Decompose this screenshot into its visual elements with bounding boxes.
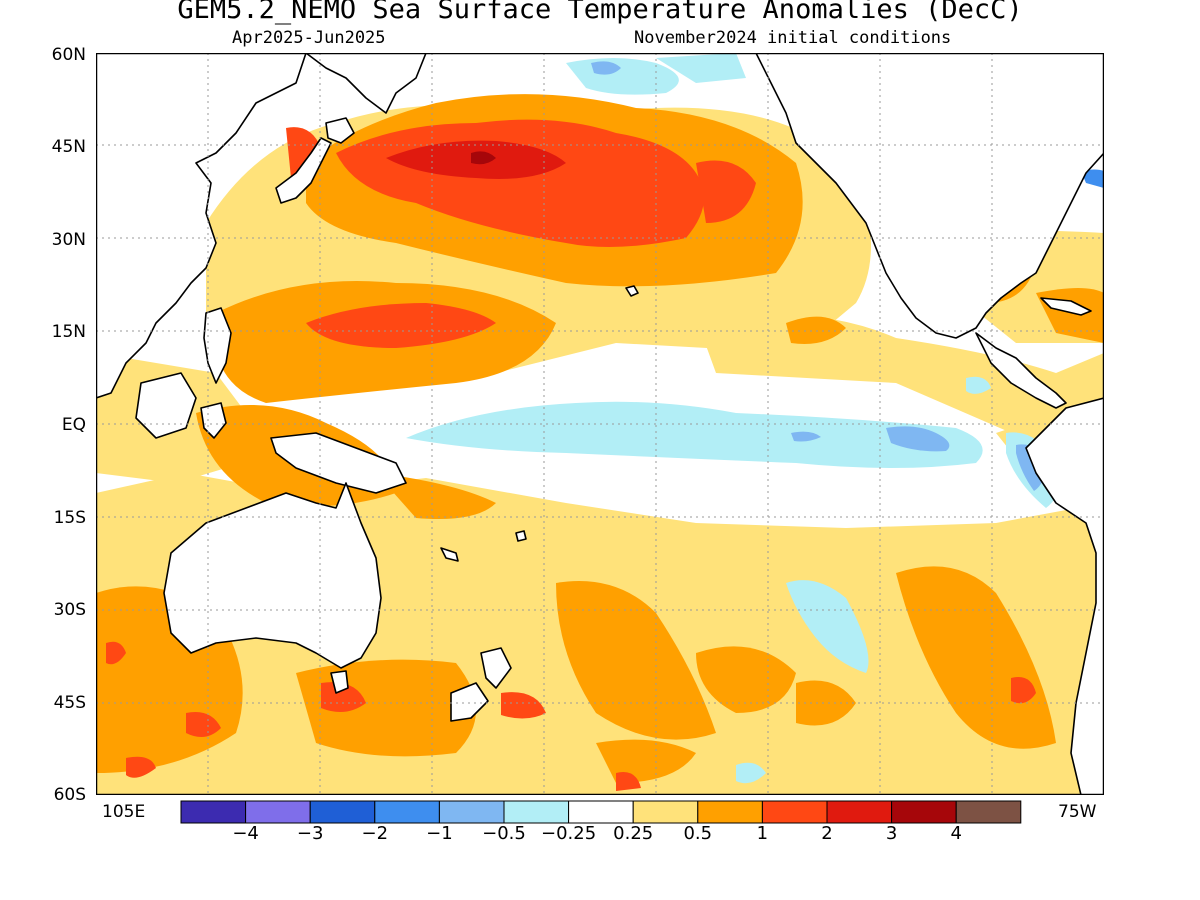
land-south-america	[1025, 397, 1104, 795]
lat-label-45n: 45N	[51, 137, 86, 157]
lon-label-east: 75W	[1058, 802, 1097, 822]
colorbar-tick-label: 3	[885, 823, 898, 844]
land-hawaii	[625, 285, 639, 297]
land-caribbean	[1040, 297, 1092, 316]
colorbar-swatch	[826, 800, 893, 824]
land-central-america	[975, 332, 1067, 409]
sst-anomaly-map	[96, 53, 1104, 795]
colorbar-swatch	[955, 800, 1022, 824]
land-sulawesi	[200, 402, 227, 439]
colorbar-swatch	[761, 800, 828, 824]
land-tasmania	[330, 670, 349, 694]
land-newguinea	[270, 432, 407, 494]
lat-label-60s: 60S	[53, 785, 86, 805]
colorbar-swatch	[891, 800, 957, 824]
map-title: GEM5.2_NEMO Sea Surface Temperature Anom…	[177, 0, 1023, 25]
colorbar	[180, 800, 1022, 824]
anomaly-layer-lightblue	[591, 61, 1046, 491]
colorbar-tick-label: 0.5	[683, 823, 713, 844]
lat-label-eq: EQ	[61, 415, 86, 435]
graticule	[96, 53, 1104, 795]
anomaly-layer-deepred	[471, 151, 496, 165]
colorbar-tick-label: −1	[426, 823, 453, 844]
land-newcaledonia	[440, 547, 459, 562]
land-nz-south	[450, 682, 489, 722]
map-canvas	[96, 53, 1104, 795]
colorbar-swatch	[632, 800, 699, 824]
colorbar-swatch	[438, 800, 505, 824]
land-philippines	[203, 307, 232, 384]
colorbar-tick-label: −0.25	[541, 823, 597, 844]
land-fiji	[515, 530, 527, 542]
lat-label-15s: 15S	[53, 508, 86, 528]
colorbar-tick-label: 4	[950, 823, 962, 844]
land-japan	[275, 137, 332, 204]
lat-label-30s: 30S	[53, 600, 86, 620]
land-borneo	[135, 372, 197, 439]
forecast-period: Apr2025-Jun2025	[232, 28, 386, 48]
land-kamchatka	[305, 53, 427, 114]
anomaly-layer-blue	[1081, 169, 1104, 188]
colorbar-swatch	[697, 800, 763, 824]
land-asia	[96, 53, 307, 399]
colorbar-tick-label: −2	[361, 823, 389, 844]
lat-label-30n: 30N	[51, 230, 86, 250]
colorbar-swatch	[309, 800, 376, 824]
lon-label-west: 105E	[102, 802, 146, 822]
colorbar-tick-label: −0.5	[482, 823, 526, 844]
colorbar-tick-label: 2	[821, 823, 833, 844]
land-hokkaido	[325, 117, 355, 144]
colorbar-swatch	[245, 800, 311, 824]
lat-label-60n: 60N	[51, 45, 86, 65]
land-australia	[163, 482, 382, 669]
colorbar-tick-label: 1	[756, 823, 769, 844]
colorbar-tick-label: −4	[232, 823, 259, 844]
coastlines	[96, 53, 1104, 795]
colorbar-tick-label: −3	[296, 823, 324, 844]
colorbar-swatch	[503, 800, 570, 824]
colorbar-swatch	[568, 800, 634, 824]
land-nz-north	[480, 647, 512, 689]
map-border	[96, 53, 1104, 795]
lat-label-45s: 45S	[53, 693, 86, 713]
land-north-america	[755, 53, 1104, 339]
colorbar-tick-label: 0.25	[613, 823, 654, 844]
colorbar-swatch	[180, 800, 247, 824]
lat-label-15n: 15N	[51, 322, 86, 342]
colorbar-swatch	[374, 800, 440, 824]
initial-conditions: November2024 initial conditions	[634, 28, 952, 48]
